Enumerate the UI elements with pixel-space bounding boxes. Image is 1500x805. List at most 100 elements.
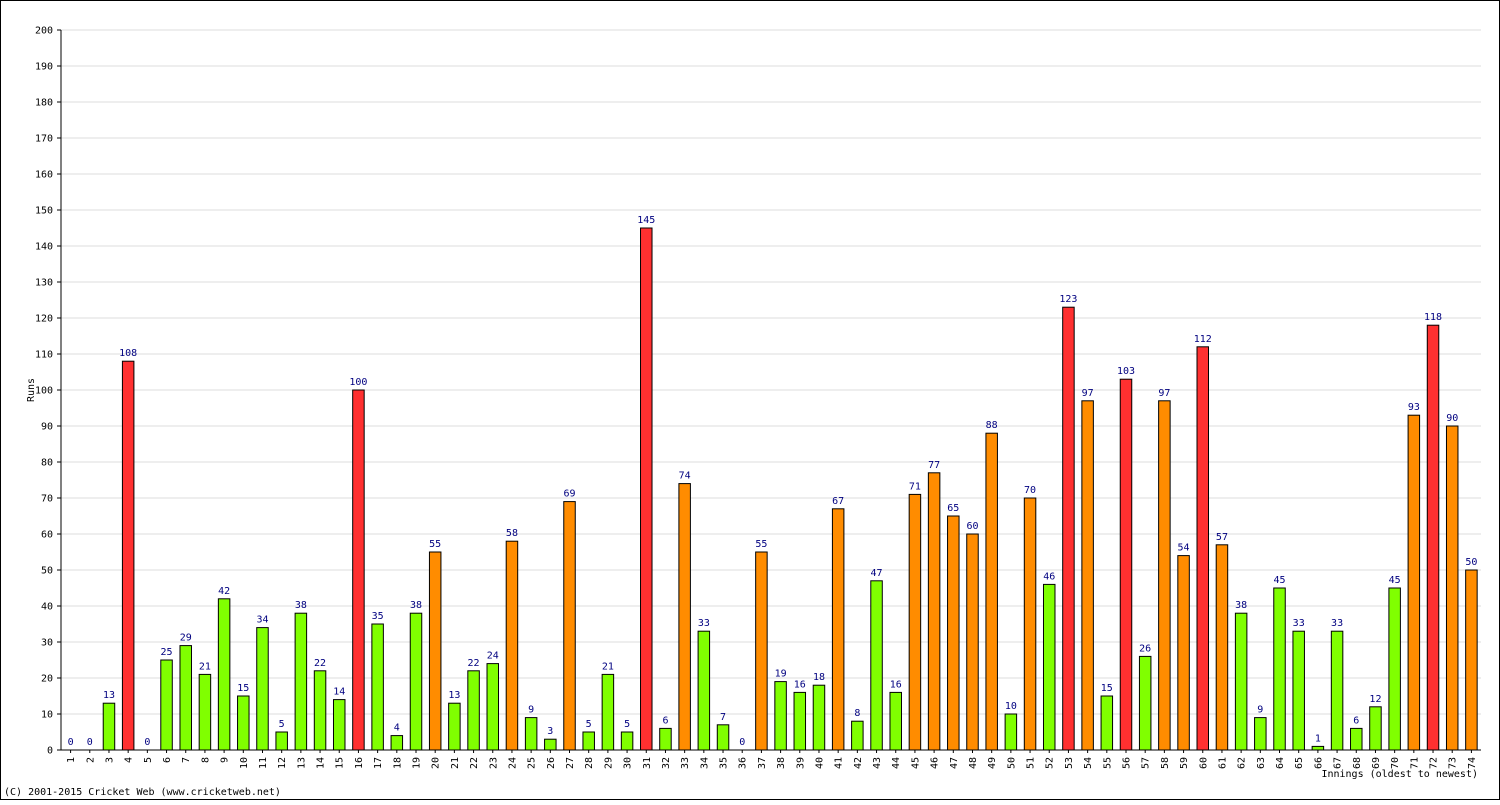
x-tick-label: 20	[431, 757, 442, 769]
x-tick-label: 16	[354, 757, 365, 769]
bar-value-label: 7	[720, 712, 726, 723]
bar	[755, 551, 768, 751]
bar-value-label: 33	[698, 618, 710, 629]
x-tick-label: 19	[412, 757, 423, 769]
x-tick-label: 5	[143, 757, 154, 763]
y-tick-label: 200	[35, 26, 53, 37]
bar	[198, 673, 212, 751]
y-tick-label: 120	[35, 314, 53, 325]
bar	[217, 598, 231, 751]
bar	[467, 670, 480, 751]
x-tick-label: 21	[450, 757, 461, 769]
x-tick-label: 42	[853, 757, 864, 769]
bar	[1042, 583, 1056, 751]
y-axis-title: Runs	[26, 378, 37, 402]
bar-value-label: 29	[180, 633, 192, 644]
bar	[1330, 630, 1344, 751]
bar-value-label: 45	[1273, 575, 1285, 586]
bar-value-label: 0	[739, 737, 745, 748]
bar	[160, 659, 173, 751]
x-tick-label: 40	[814, 757, 825, 769]
bar-value-label: 70	[1024, 485, 1036, 496]
bar-value-label: 22	[314, 658, 326, 669]
bar	[1138, 655, 1152, 751]
bar	[947, 515, 960, 751]
x-tick-label: 12	[277, 757, 288, 769]
bar-value-label: 35	[372, 611, 384, 622]
bar	[1196, 346, 1210, 751]
x-tick-label: 55	[1102, 757, 1113, 769]
bar	[505, 540, 519, 751]
bar	[1465, 569, 1478, 751]
x-tick-label: 56	[1122, 757, 1133, 769]
bar	[486, 663, 500, 751]
bar	[620, 731, 634, 751]
x-tick-label: 30	[623, 757, 634, 769]
x-tick-label: 4	[124, 757, 135, 763]
x-tick-label: 50	[1006, 757, 1017, 769]
bar	[1292, 630, 1305, 751]
bar	[1081, 400, 1094, 751]
bar-value-label: 34	[256, 615, 268, 626]
bar-value-label: 33	[1293, 618, 1305, 629]
bar-value-label: 74	[679, 471, 691, 482]
bar	[563, 501, 576, 751]
x-tick-label: 74	[1467, 757, 1478, 769]
bar-value-label: 21	[199, 661, 211, 672]
bar-value-label: 90	[1446, 413, 1458, 424]
bar	[601, 673, 615, 751]
x-tick-label: 28	[584, 757, 595, 769]
bar-value-label: 118	[1424, 312, 1442, 323]
x-tick-label: 31	[642, 757, 653, 769]
bar-value-label: 26	[1139, 643, 1151, 654]
x-tick-label: 37	[757, 757, 768, 769]
bar-value-label: 19	[775, 669, 787, 680]
bar	[582, 731, 595, 751]
bar	[1273, 587, 1286, 751]
y-tick-label: 10	[41, 710, 53, 721]
bar	[1119, 378, 1133, 751]
bar	[812, 684, 826, 751]
bar-value-label: 69	[563, 489, 575, 500]
x-tick-label: 26	[546, 757, 557, 769]
bar	[102, 702, 116, 751]
bar-value-label: 5	[624, 719, 630, 730]
bar-value-label: 103	[1117, 366, 1135, 377]
bar	[659, 727, 672, 751]
bar-value-label: 33	[1331, 618, 1343, 629]
y-tick-label: 40	[41, 602, 53, 613]
x-tick-label: 57	[1141, 757, 1152, 769]
bar	[237, 695, 250, 751]
bar-value-label: 42	[218, 586, 230, 597]
bar	[1062, 306, 1075, 751]
bar-value-label: 38	[295, 600, 307, 611]
y-tick-label: 190	[35, 62, 53, 73]
bar	[332, 699, 346, 751]
x-tick-label: 32	[661, 757, 672, 769]
y-tick-label: 130	[35, 278, 53, 289]
x-tick-label: 68	[1352, 757, 1363, 769]
y-tick-label: 60	[41, 530, 53, 541]
bar-value-label: 13	[103, 690, 115, 701]
x-tick-label: 14	[316, 757, 327, 769]
x-tick-label: 49	[987, 757, 998, 769]
bar	[966, 533, 979, 751]
x-tick-label: 53	[1064, 757, 1075, 769]
x-tick-label: 51	[1026, 757, 1037, 769]
x-tick-label: 24	[507, 757, 518, 769]
bar-value-label: 88	[986, 420, 998, 431]
bar-value-label: 145	[637, 215, 655, 226]
bar-value-label: 13	[448, 690, 460, 701]
x-tick-label: 34	[699, 757, 710, 769]
bar	[121, 360, 135, 751]
bar	[1023, 497, 1037, 751]
y-tick-label: 170	[35, 134, 53, 145]
bar-value-label: 46	[1043, 571, 1055, 582]
bar	[1100, 695, 1114, 751]
bar	[371, 623, 384, 751]
bar	[1177, 555, 1190, 751]
bar	[390, 735, 404, 751]
bar-value-label: 21	[602, 661, 614, 672]
y-tick-label: 30	[41, 638, 53, 649]
